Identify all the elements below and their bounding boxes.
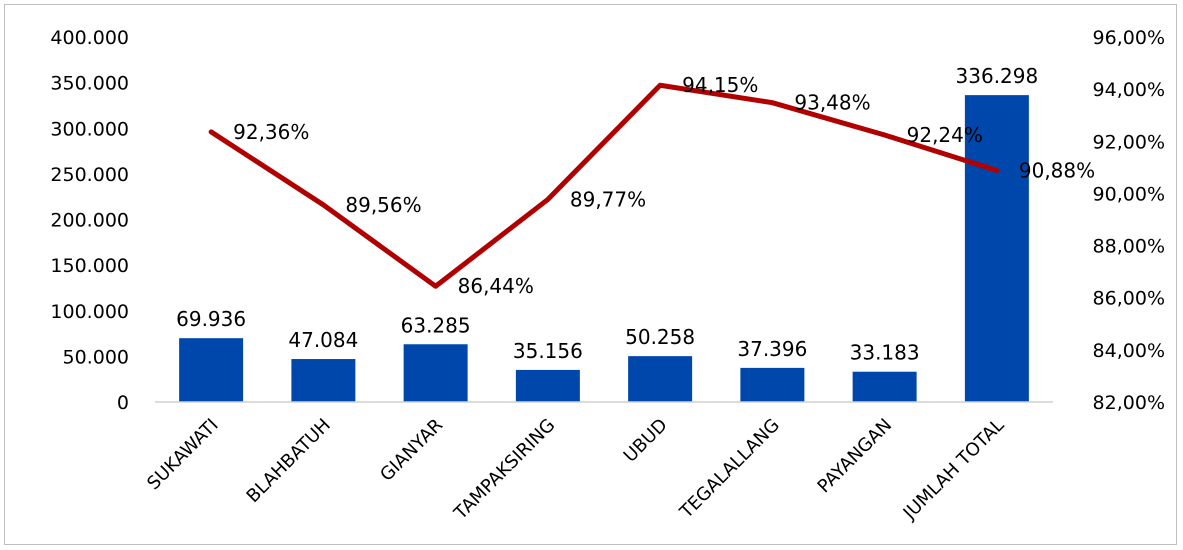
left-axis-tick-label: 100.000 — [50, 301, 129, 323]
line-data-label: 89,56% — [345, 193, 421, 217]
bar — [291, 359, 356, 402]
bar — [179, 338, 244, 402]
chart-area: 0 50.000 100.000 150.000 200.000 250.000 300.0… — [4, 4, 1177, 545]
line-data-label: 86,44% — [458, 274, 534, 298]
left-axis-tick-label: 0 — [117, 392, 129, 414]
category-label: PAYANGAN — [814, 415, 897, 498]
category-label: UBUD — [620, 415, 672, 467]
line-data-label: 93,48% — [794, 91, 870, 115]
bar-data-label: 63.285 — [401, 313, 471, 337]
bar — [403, 344, 468, 402]
category-label: TAMPAKSIRING — [450, 415, 560, 525]
category-label: BLAHBATUH — [243, 415, 335, 507]
right-axis-tick-label: 94,00% — [1093, 79, 1165, 101]
left-axis-tick-label: 400.000 — [50, 27, 129, 49]
right-axis-tick-label: 86,00% — [1093, 288, 1165, 310]
bar — [852, 371, 917, 402]
right-axis-tick-label: 90,00% — [1093, 183, 1165, 205]
bar-data-label: 50.258 — [625, 325, 695, 349]
line-data-label: 90,88% — [1019, 158, 1095, 182]
bar-data-label: 47.084 — [288, 328, 358, 352]
left-axis-tick-label: 150.000 — [50, 255, 129, 277]
right-axis-tick-label: 82,00% — [1093, 392, 1165, 414]
bar-data-label: 336.298 — [956, 64, 1039, 88]
right-axis-tick-label: 96,00% — [1093, 27, 1165, 49]
line-series — [208, 82, 1000, 289]
left-axis-tick-label: 250.000 — [50, 164, 129, 186]
left-axis-tick-label: 200.000 — [50, 210, 129, 232]
right-axis-tick-label: 92,00% — [1093, 131, 1165, 153]
right-axis-tick-label: 88,00% — [1093, 236, 1165, 258]
category-label: GIANYAR — [376, 415, 447, 486]
line-data-label: 92,24% — [907, 123, 983, 147]
category-label: SUKAWATI — [143, 415, 223, 495]
bar — [740, 367, 805, 402]
category-label: TEGALALLANG — [675, 415, 784, 524]
category-label: JUMLAH TOTAL — [899, 415, 1009, 525]
bar-data-label: 69.936 — [176, 307, 246, 331]
left-axis-tick-label: 350.000 — [50, 73, 129, 95]
line-data-label: 92,36% — [233, 120, 309, 144]
combo-chart: 0 50.000 100.000 150.000 200.000 250.000 300.0… — [50, 27, 1165, 525]
bar-data-label: 33.183 — [850, 341, 920, 365]
bar — [964, 95, 1029, 402]
left-axis-tick-label: 50.000 — [63, 346, 129, 368]
bar — [515, 369, 580, 402]
right-axis-tick-label: 84,00% — [1093, 340, 1165, 362]
bar — [628, 356, 693, 402]
line-data-label: 94,15% — [682, 73, 758, 97]
line-data-label: 89,77% — [570, 187, 646, 211]
bar-data-label: 37.396 — [737, 337, 807, 361]
bar-data-label: 35.156 — [513, 339, 583, 363]
left-axis-tick-label: 300.000 — [50, 118, 129, 140]
